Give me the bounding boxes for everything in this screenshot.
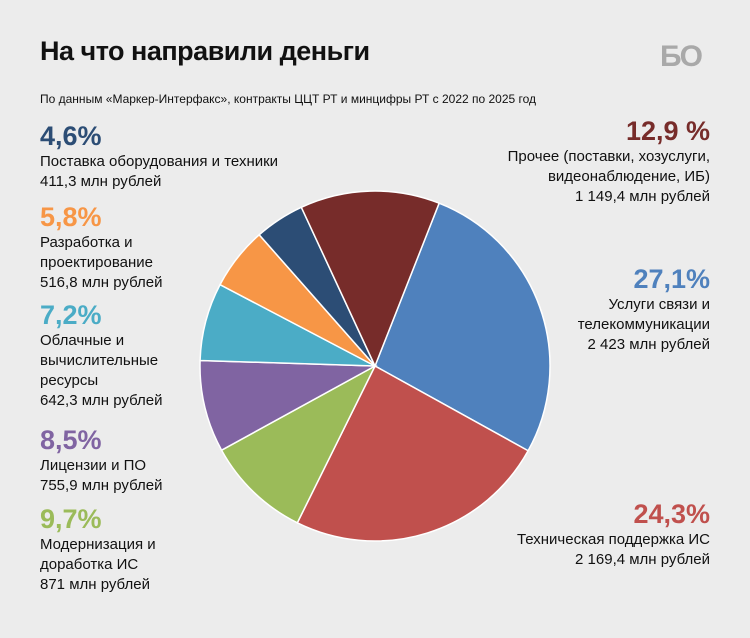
- chart-subtitle: По данным «Маркер-Интерфакс», контракты …: [40, 92, 537, 106]
- pct-label: 24,3%: [633, 499, 710, 529]
- pct-label: 8,5%: [40, 425, 102, 455]
- slice-amount: 755,9 млн рублей: [40, 477, 163, 494]
- slice-name: Облачные и вычислительные ресурсы: [40, 332, 159, 389]
- pie-slice-2: [220, 364, 377, 524]
- slice-name: Прочее (поставки, хозуслуги, видеонаблюд…: [507, 148, 710, 185]
- pct-label: 4,6%: [40, 121, 102, 151]
- label-telecom: 27,1% Услуги связи и телекоммуникации 2 …: [550, 263, 710, 355]
- chart-title: На что направили деньги: [40, 36, 370, 66]
- slice-name: Модернизация и доработка ИС: [40, 536, 156, 573]
- slice-name: Услуги связи и телекоммуникации: [577, 296, 710, 333]
- slice-name: Разработка и проектирование: [40, 234, 153, 271]
- pct-label: 27,1%: [633, 264, 710, 294]
- pie-slice-3: [199, 359, 378, 452]
- slice-amount: 516,8 млн рублей: [40, 274, 163, 291]
- label-cloud: 7,2% Облачные и вычислительные ресурсы 6…: [40, 299, 190, 411]
- slice-amount: 871 млн рублей: [40, 576, 150, 593]
- slice-amount: 411,3 млн рублей: [40, 173, 162, 190]
- label-other: 12,9 % Прочее (поставки, хозуслуги, виде…: [470, 115, 710, 207]
- pct-label: 7,2%: [40, 300, 102, 330]
- slice-amount: 642,3 млн рублей: [40, 392, 163, 409]
- slice-name: Лицензии и ПО: [40, 457, 147, 474]
- slice-amount: 2 423 млн рублей: [587, 336, 710, 353]
- slice-amount: 2 169,4 млн рублей: [575, 551, 710, 568]
- slice-amount: 1 149,4 млн рублей: [575, 188, 710, 205]
- label-development: 5,8% Разработка и проектирование 516,8 м…: [40, 201, 180, 293]
- label-modernization: 9,7% Модернизация и доработка ИС 871 млн…: [40, 503, 180, 595]
- pie-slice-1: [296, 364, 530, 542]
- pie-slice-7: [300, 190, 441, 368]
- pct-label: 5,8%: [40, 202, 102, 232]
- pie-slice-0: [374, 202, 551, 452]
- label-equipment: 4,6% Поставка оборудования и техники 411…: [40, 120, 320, 192]
- slice-name: Техническая поддержка ИС: [516, 531, 710, 548]
- logo: БО: [660, 40, 703, 73]
- pct-label: 12,9 %: [625, 116, 710, 146]
- pct-label: 9,7%: [40, 504, 102, 534]
- slice-name: Поставка оборудования и техники: [40, 153, 279, 170]
- label-licenses: 8,5% Лицензии и ПО 755,9 млн рублей: [40, 424, 220, 496]
- label-support: 24,3% Техническая поддержка ИС 2 169,4 м…: [470, 498, 710, 570]
